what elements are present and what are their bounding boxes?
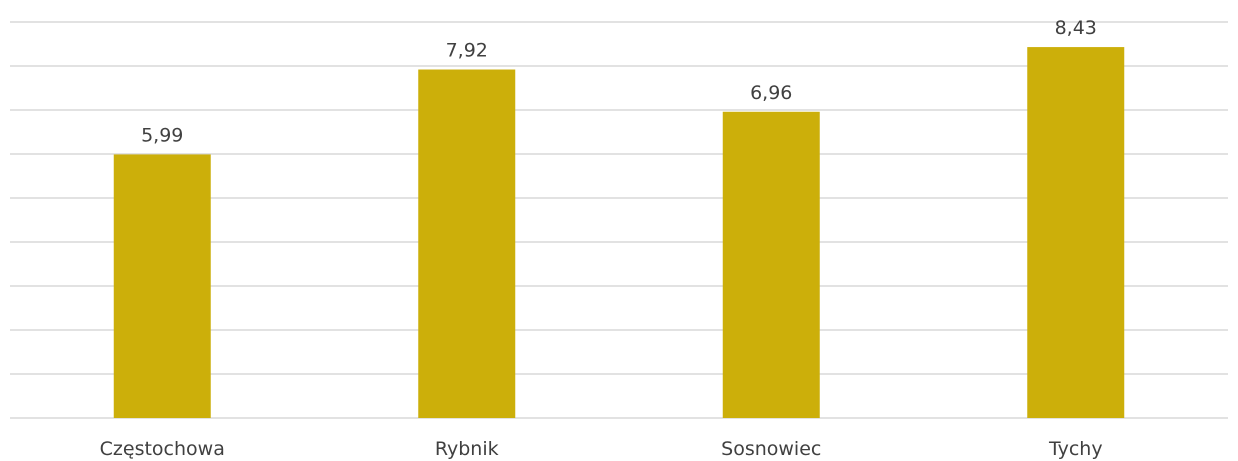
category-label: Tychy [1048,438,1103,460]
value-label: 5,99 [141,124,183,146]
value-labels: 5,99 7,92 6,96 8,43 [141,17,1097,146]
category-label: Sosnowiec [721,438,821,460]
gridlines [10,21,1228,419]
value-label: 8,43 [1055,17,1097,39]
bars [113,47,1125,419]
value-label: 7,92 [446,40,488,62]
category-labels: Częstochowa Rybnik Sosnowiec Tychy [100,438,1103,460]
bar-rybnik [418,69,516,419]
bar-cz-stochowa [113,154,211,418]
value-label: 6,96 [750,82,792,104]
bar-tychy [1027,47,1125,418]
category-label: Rybnik [435,438,499,460]
category-label: Częstochowa [100,438,225,460]
bar-sosnowiec [722,111,820,418]
